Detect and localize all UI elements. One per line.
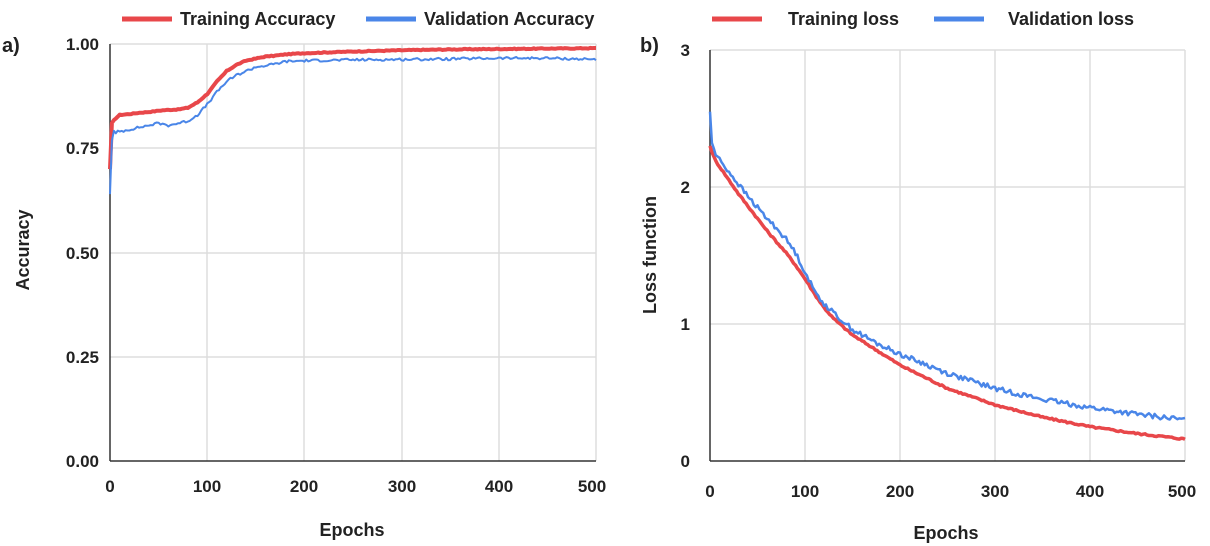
x-tick-label: 0 bbox=[105, 477, 114, 496]
x-axis-title-accuracy: Epochs bbox=[319, 520, 384, 540]
y-tick-label: 0.00 bbox=[66, 452, 99, 471]
y-tick-label: 0.25 bbox=[66, 348, 99, 367]
legend-label-training-accuracy: Training Accuracy bbox=[180, 9, 335, 29]
x-tick-label: 200 bbox=[886, 482, 914, 501]
x-tick-label: 300 bbox=[388, 477, 416, 496]
accuracy-chart-panel: a) Training Accuracy Validation Accuracy… bbox=[2, 9, 606, 540]
x-axis-title-loss: Epochs bbox=[913, 523, 978, 543]
x-tick-label: 300 bbox=[981, 482, 1009, 501]
x-tick-label: 100 bbox=[791, 482, 819, 501]
x-tick-label: 0 bbox=[705, 482, 714, 501]
y-tick-label: 1 bbox=[681, 315, 690, 334]
legend-label-validation-loss: Validation loss bbox=[1008, 9, 1134, 29]
x-tick-label: 500 bbox=[578, 477, 606, 496]
loss-chart-panel: b) Training loss Validation loss 0 1 2 3 bbox=[640, 9, 1196, 543]
legend-label-training-loss: Training loss bbox=[788, 9, 899, 29]
series-line-validation-loss bbox=[708, 111, 1186, 421]
series-line-validation-accuracy bbox=[109, 56, 597, 195]
y-tick-label: 0.75 bbox=[66, 139, 99, 158]
series-line-training-accuracy bbox=[108, 45, 597, 170]
legend-label-validation-accuracy: Validation Accuracy bbox=[424, 9, 594, 29]
legend-loss: Training loss Validation loss bbox=[712, 9, 1134, 29]
panel-b-label: b) bbox=[640, 35, 659, 57]
y-axis-title-accuracy: Accuracy bbox=[13, 209, 33, 290]
y-axis-title-loss: Loss function bbox=[640, 196, 660, 314]
gridlines-loss bbox=[710, 49, 1186, 461]
x-tick-label: 400 bbox=[485, 477, 513, 496]
y-tick-label: 0 bbox=[681, 452, 690, 471]
x-tick-label: 100 bbox=[193, 477, 221, 496]
legend-accuracy: Training Accuracy Validation Accuracy bbox=[122, 9, 594, 29]
y-tick-label: 1.00 bbox=[66, 35, 99, 54]
x-tick-label: 400 bbox=[1076, 482, 1104, 501]
series-line-training-loss bbox=[708, 145, 1186, 441]
panel-a-label: a) bbox=[2, 35, 20, 57]
y-tick-label: 0.50 bbox=[66, 244, 99, 263]
x-tick-label: 200 bbox=[290, 477, 318, 496]
gridlines-accuracy bbox=[110, 43, 597, 461]
x-tick-label: 500 bbox=[1168, 482, 1196, 501]
y-tick-label: 3 bbox=[681, 41, 690, 60]
y-tick-label: 2 bbox=[681, 178, 690, 197]
